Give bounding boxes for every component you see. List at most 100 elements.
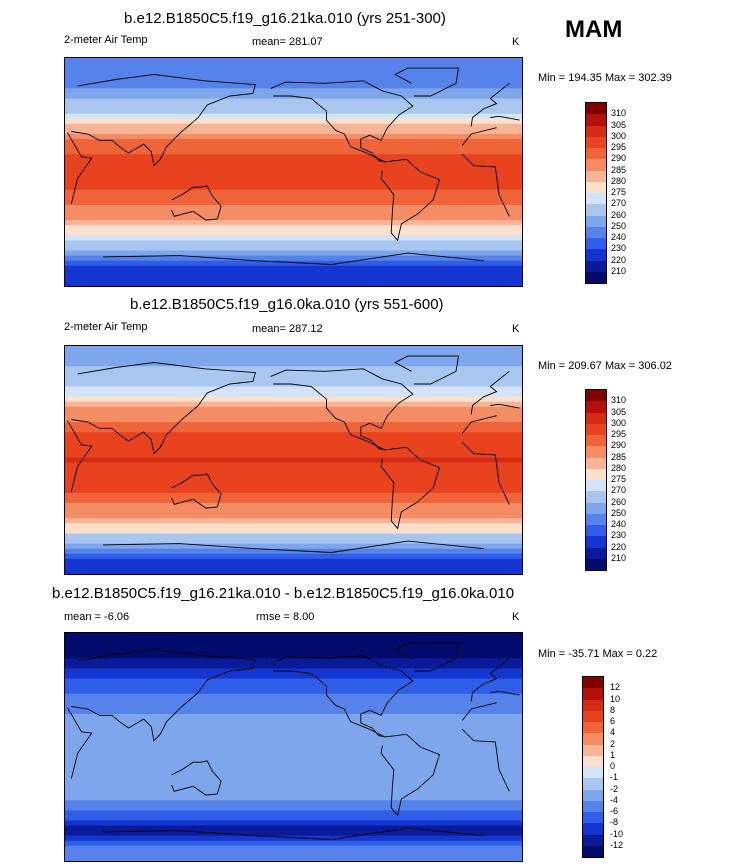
coastline (103, 255, 256, 262)
colorbar-swatch (586, 558, 606, 570)
temperature-band (65, 103, 522, 110)
temperature-band (65, 73, 522, 79)
temperature-band (65, 118, 522, 125)
colorbar-swatch (586, 446, 606, 458)
temperature-band (65, 406, 522, 413)
panel-1-mean: mean= 281.07 (252, 36, 323, 48)
temperature-band (65, 128, 522, 135)
temperature-band (65, 376, 522, 383)
colorbar-tick-label: 285 (611, 164, 627, 175)
colorbar-swatch (586, 159, 606, 171)
colorbar-swatch (586, 412, 606, 424)
coastline (461, 728, 510, 792)
colorbar-swatch (586, 260, 606, 272)
panel-3-map (64, 632, 523, 862)
colorbar-swatch (583, 823, 603, 835)
coastline (67, 707, 93, 779)
temperature-band (65, 785, 522, 791)
temperature-band (65, 442, 522, 448)
colorbar-swatch (586, 491, 606, 503)
colorbar-tick-label: 220 (611, 541, 627, 552)
colorbar-swatch (583, 677, 603, 689)
temperature-band (65, 134, 522, 140)
coastline (71, 74, 256, 167)
colorbar-swatch (583, 755, 603, 767)
temperature-band (65, 169, 522, 176)
temperature-band (65, 63, 522, 69)
temperature-band (65, 498, 522, 504)
temperature-band (65, 528, 522, 535)
colorbar-swatch (583, 733, 603, 745)
colorbar-swatch (586, 525, 606, 537)
temperature-band (65, 275, 522, 282)
colorbar-tick-label: 12 (610, 682, 621, 693)
temperature-band (65, 356, 522, 362)
panel-1-minmax: Min = 194.35 Max = 302.39 (538, 72, 672, 84)
temperature-band (65, 98, 522, 105)
colorbar-swatch (586, 170, 606, 182)
colorbar-tick-label: 295 (611, 429, 627, 439)
coastline (461, 127, 497, 146)
coastline (270, 655, 414, 738)
temperature-band (65, 815, 522, 822)
coastline (255, 540, 484, 553)
temperature-band (65, 855, 522, 861)
season-label: MAM (565, 16, 623, 43)
temperature-band (65, 265, 522, 272)
panel-3-title: b.e12.B1850C5.f19_g16.21ka.010 - b.e12.B… (52, 585, 515, 602)
temperature-band (65, 255, 522, 262)
colorbar-swatch (586, 215, 606, 227)
temperature-band (65, 411, 522, 418)
coastline (490, 115, 520, 121)
colorbar-tick-label: 230 (611, 243, 627, 254)
temperature-band (65, 563, 522, 570)
temperature-band (65, 830, 522, 837)
temperature-band (65, 835, 522, 842)
temperature-band (65, 235, 522, 241)
temperature-band (65, 194, 522, 201)
colorbar-swatch (586, 103, 606, 115)
temperature-band (65, 503, 522, 509)
colorbar-tick-label: 8 (610, 704, 616, 715)
panel-1-colorbar (585, 102, 607, 284)
colorbar-swatch (586, 502, 606, 514)
temperature-band (65, 189, 522, 196)
coastline (394, 355, 460, 385)
temperature-band (65, 472, 522, 479)
temperature-band (65, 698, 522, 705)
temperature-band (65, 366, 522, 372)
temperature-band (65, 568, 522, 574)
temperature-band (65, 108, 522, 115)
colorbar-swatch (583, 778, 603, 790)
colorbar-tick-label: 295 (611, 142, 627, 152)
colorbar-tick-label: 290 (611, 440, 627, 451)
temperature-band (65, 739, 522, 746)
colorbar-tick-label: 240 (611, 519, 627, 529)
temperature-band (65, 250, 522, 257)
temperature-band (65, 820, 522, 827)
temperature-band (65, 225, 522, 231)
panel-3-colorbar (582, 676, 604, 858)
colorbar-tick-label: -10 (610, 828, 624, 839)
temperature-band (65, 240, 522, 247)
temperature-band (65, 361, 522, 367)
colorbar-swatch (586, 114, 606, 126)
temperature-band (65, 523, 522, 529)
colorbar-tick-label: 10 (610, 693, 621, 704)
coastline (270, 80, 414, 163)
temperature-band (65, 643, 522, 649)
colorbar-swatch (583, 744, 603, 756)
panel-2-title: b.e12.B1850C5.f19_g16.0ka.010 (yrs 551-6… (130, 296, 444, 313)
temperature-band (65, 693, 522, 700)
colorbar-tick-label: 270 (611, 198, 627, 209)
temperature-band (65, 215, 522, 221)
temperature-band (65, 154, 522, 160)
temperature-band (65, 280, 522, 286)
temperature-band (65, 210, 522, 216)
colorbar-tick-label: -6 (610, 806, 619, 816)
panel-2-map-svg (65, 346, 522, 574)
colorbar-swatch (586, 423, 606, 435)
temperature-band (65, 688, 522, 695)
temperature-band (65, 427, 522, 433)
coastline (380, 158, 441, 242)
